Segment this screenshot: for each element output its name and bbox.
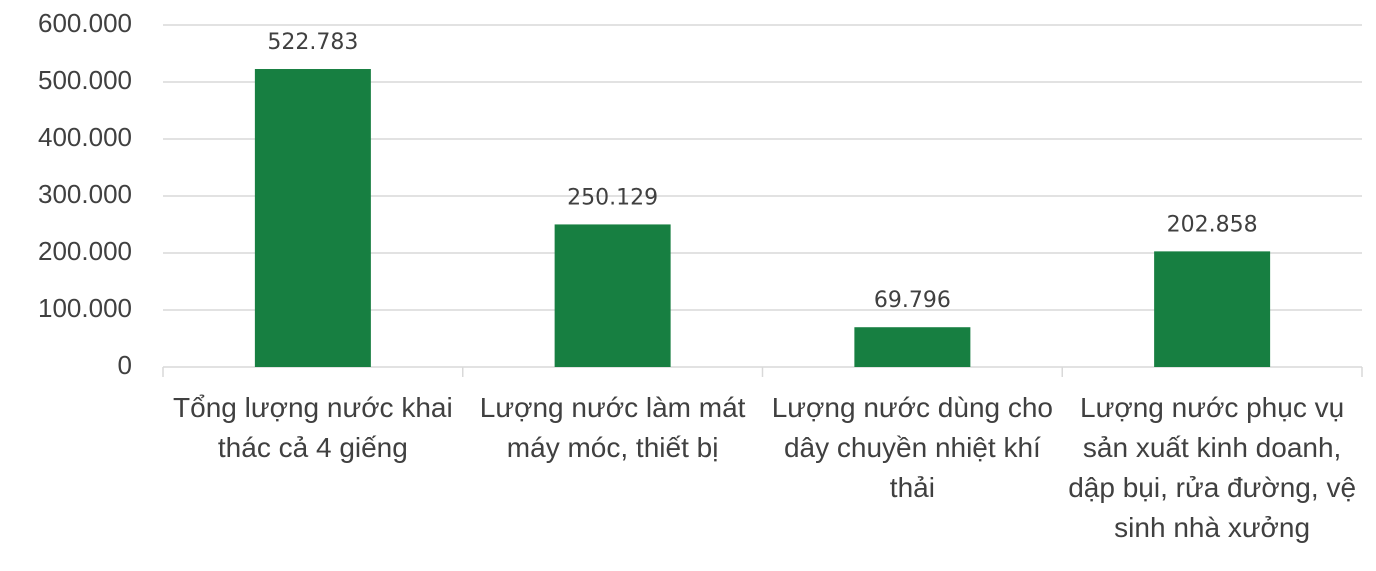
y-tick-label: 600.000	[38, 8, 132, 38]
bar	[554, 224, 671, 367]
x-tick-label: Lượng nước phục vụ sản xuất kinh doanh, …	[1068, 392, 1357, 543]
bar	[854, 327, 971, 367]
value-label: 202.858	[1167, 212, 1258, 237]
value-label: 522.783	[267, 30, 358, 55]
x-tick-label: Tổng lượng nước khai thác cả 4 giếng	[173, 392, 453, 463]
bar	[254, 69, 371, 368]
y-tick-label: 0	[118, 350, 132, 380]
x-tick-label: Lượng nước làm mát máy móc, thiết bị	[479, 392, 746, 463]
y-tick-label: 500.000	[38, 65, 132, 95]
value-label: 69.796	[874, 288, 951, 313]
y-tick-label: 200.000	[38, 236, 132, 266]
bar	[1154, 251, 1271, 367]
y-tick-label: 400.000	[38, 122, 132, 152]
value-label: 250.129	[567, 185, 658, 210]
y-tick-label: 300.000	[38, 179, 132, 209]
y-tick-label: 100.000	[38, 293, 132, 323]
x-tick-label: Lượng nước dùng cho dây chuyền nhiệt khí…	[771, 392, 1054, 503]
